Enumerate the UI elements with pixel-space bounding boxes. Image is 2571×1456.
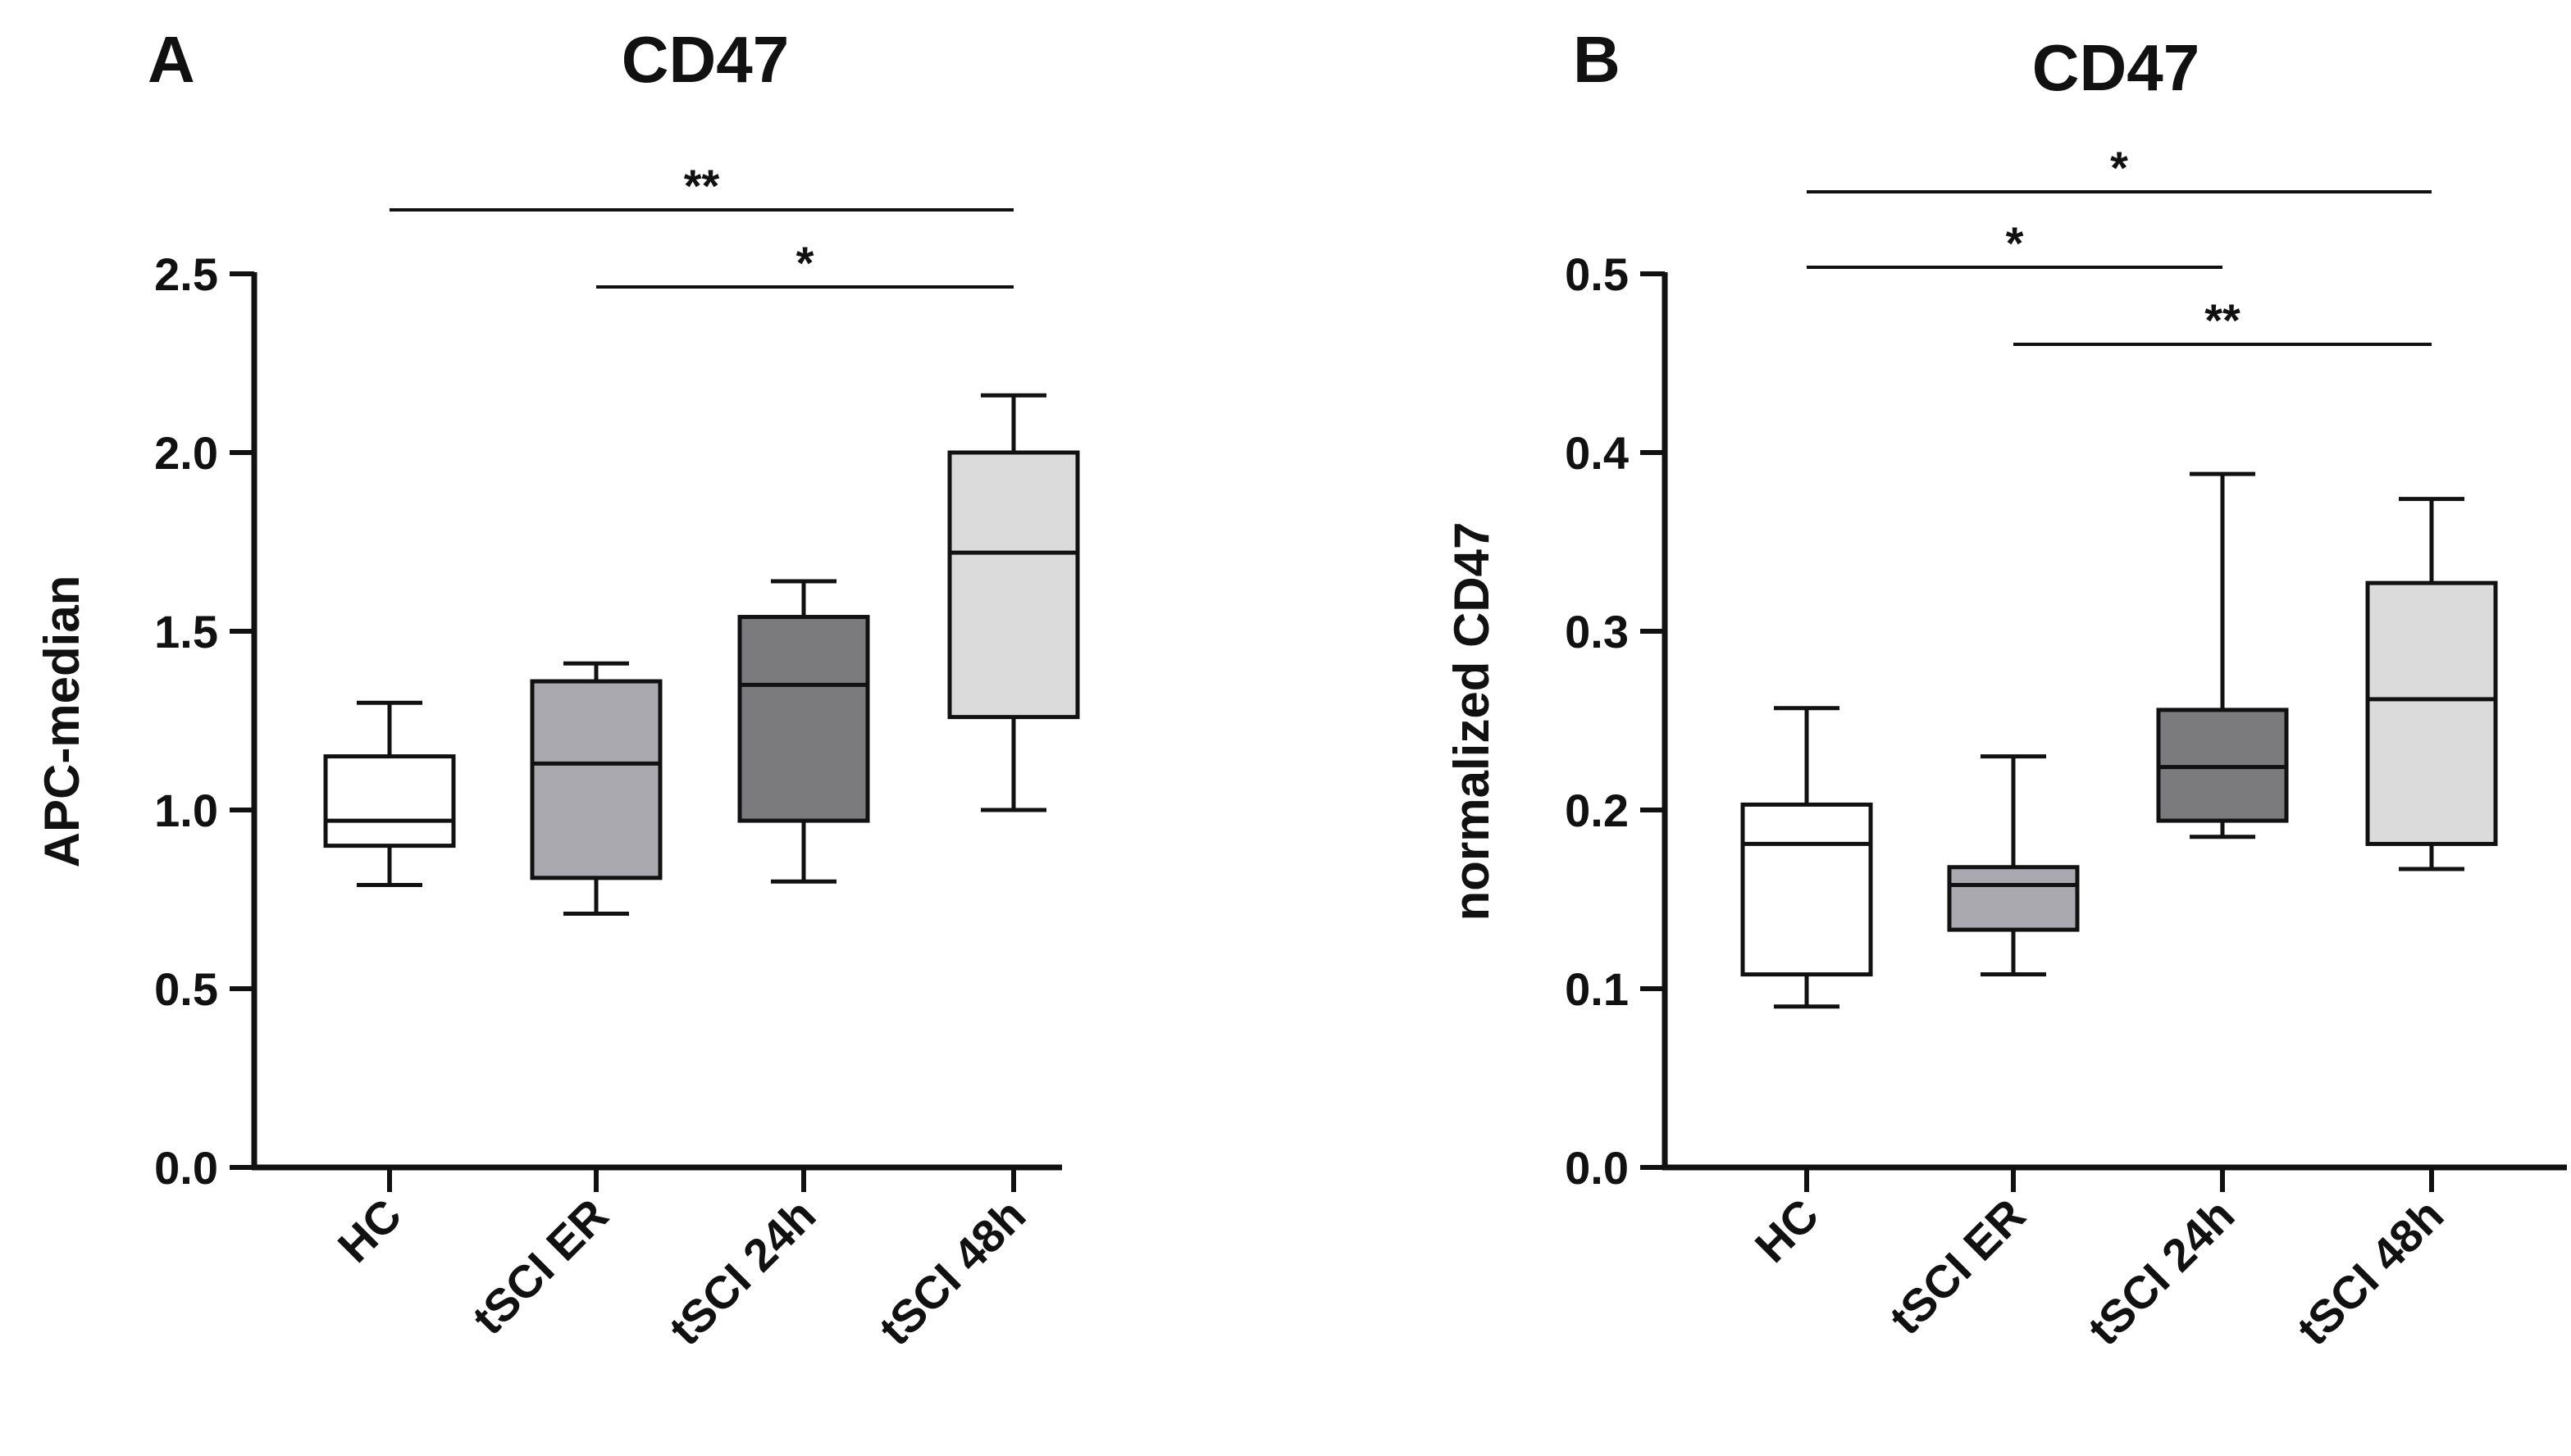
panel-b-box-iqr <box>2365 580 2498 846</box>
panel-a-y-tick-label: 0.0 <box>154 1142 218 1194</box>
panel-a-box-iqr <box>947 450 1080 720</box>
panel-b-box-iqr <box>1740 802 1873 977</box>
panel-b-y-tick-label: 0.2 <box>1565 785 1629 836</box>
panel-a-y-tick-label: 1.5 <box>154 606 218 657</box>
panel-b-y-axis-title: normalized CD47 <box>1444 522 1499 921</box>
panel-a-box-tsci-er <box>530 661 663 916</box>
panel-a-significance-label: ** <box>684 160 720 212</box>
panel-b-box-tsci-48h <box>2365 497 2498 871</box>
panel-b-significance-label: * <box>2110 142 2128 193</box>
panel-b-box-hc <box>1740 706 1873 1009</box>
panel-a: A CD47 APC-median 0.0 0.5 1.0 1.5 2.0 2.5 HC tS… <box>34 23 1080 1355</box>
panel-b-box-iqr <box>1947 865 2080 932</box>
panel-b-category-label: tSCI ER <box>1880 1189 2035 1345</box>
panel-a-y-tick-label: 1.0 <box>154 785 218 836</box>
panel-b-plot: 0.0 0.1 0.2 0.3 0.4 0.5 HC tSCI ER tSCI 24h tSCI … <box>1565 142 2567 1355</box>
panel-b-letter: B <box>1573 23 1621 96</box>
panel-a-y-tick-label: 2.5 <box>154 248 218 300</box>
panel-b-y-tick-label: 0.1 <box>1565 963 1629 1015</box>
panel-b-significance-label: ** <box>2204 294 2241 346</box>
panel-b-significance-label: * <box>2006 217 2024 269</box>
panel-a-y-axis-title: APC-median <box>34 576 89 868</box>
panel-b-y-tick-label: 0.3 <box>1565 606 1629 657</box>
panel-a-y-tick-label: 0.5 <box>154 963 218 1015</box>
panel-a-category-label: tSCI 48h <box>869 1189 1036 1355</box>
panel-a-category-label: tSCI ER <box>463 1189 618 1345</box>
panel-b: B CD47 normalized CD47 0.00.10.20.30.40.… <box>1444 23 2567 1355</box>
panel-a-plot: 0.0 0.5 1.0 1.5 2.0 2.5 HC tSCI ER tSCI 24h tSCI … <box>154 160 1080 1355</box>
panel-a-significance-label: * <box>796 237 814 289</box>
panel-a-title: CD47 <box>622 23 790 96</box>
panel-b-box-tsci-24h <box>2156 471 2289 839</box>
panel-b-category-label: tSCI 24h <box>2078 1189 2245 1355</box>
panel-b-title: CD47 <box>2032 31 2200 104</box>
panel-b-box-tsci-er <box>1947 754 2080 977</box>
panel-b-category-label: tSCI 48h <box>2287 1189 2454 1355</box>
panel-a-box-iqr <box>530 679 663 880</box>
panel-a-y-tick-label: 2.0 <box>154 427 218 479</box>
panel-a-category-label: HC <box>328 1189 412 1272</box>
panel-a-box-iqr <box>323 754 456 849</box>
panel-b-y-tick-label: 0.5 <box>1565 248 1629 300</box>
panel-b-y-tick-label: 0.0 <box>1565 1142 1629 1194</box>
panel-b-y-tick-label: 0.4 <box>1565 427 1629 479</box>
panel-b-category-label: HC <box>1745 1189 1829 1272</box>
panel-a-category-label: tSCI 24h <box>659 1189 826 1355</box>
panel-a-box-iqr <box>737 615 870 823</box>
panel-a-box-tsci-24h <box>737 579 870 884</box>
panel-a-box-tsci-48h <box>947 393 1080 812</box>
panel-a-box-hc <box>323 700 456 888</box>
panel-a-letter: A <box>148 23 195 96</box>
